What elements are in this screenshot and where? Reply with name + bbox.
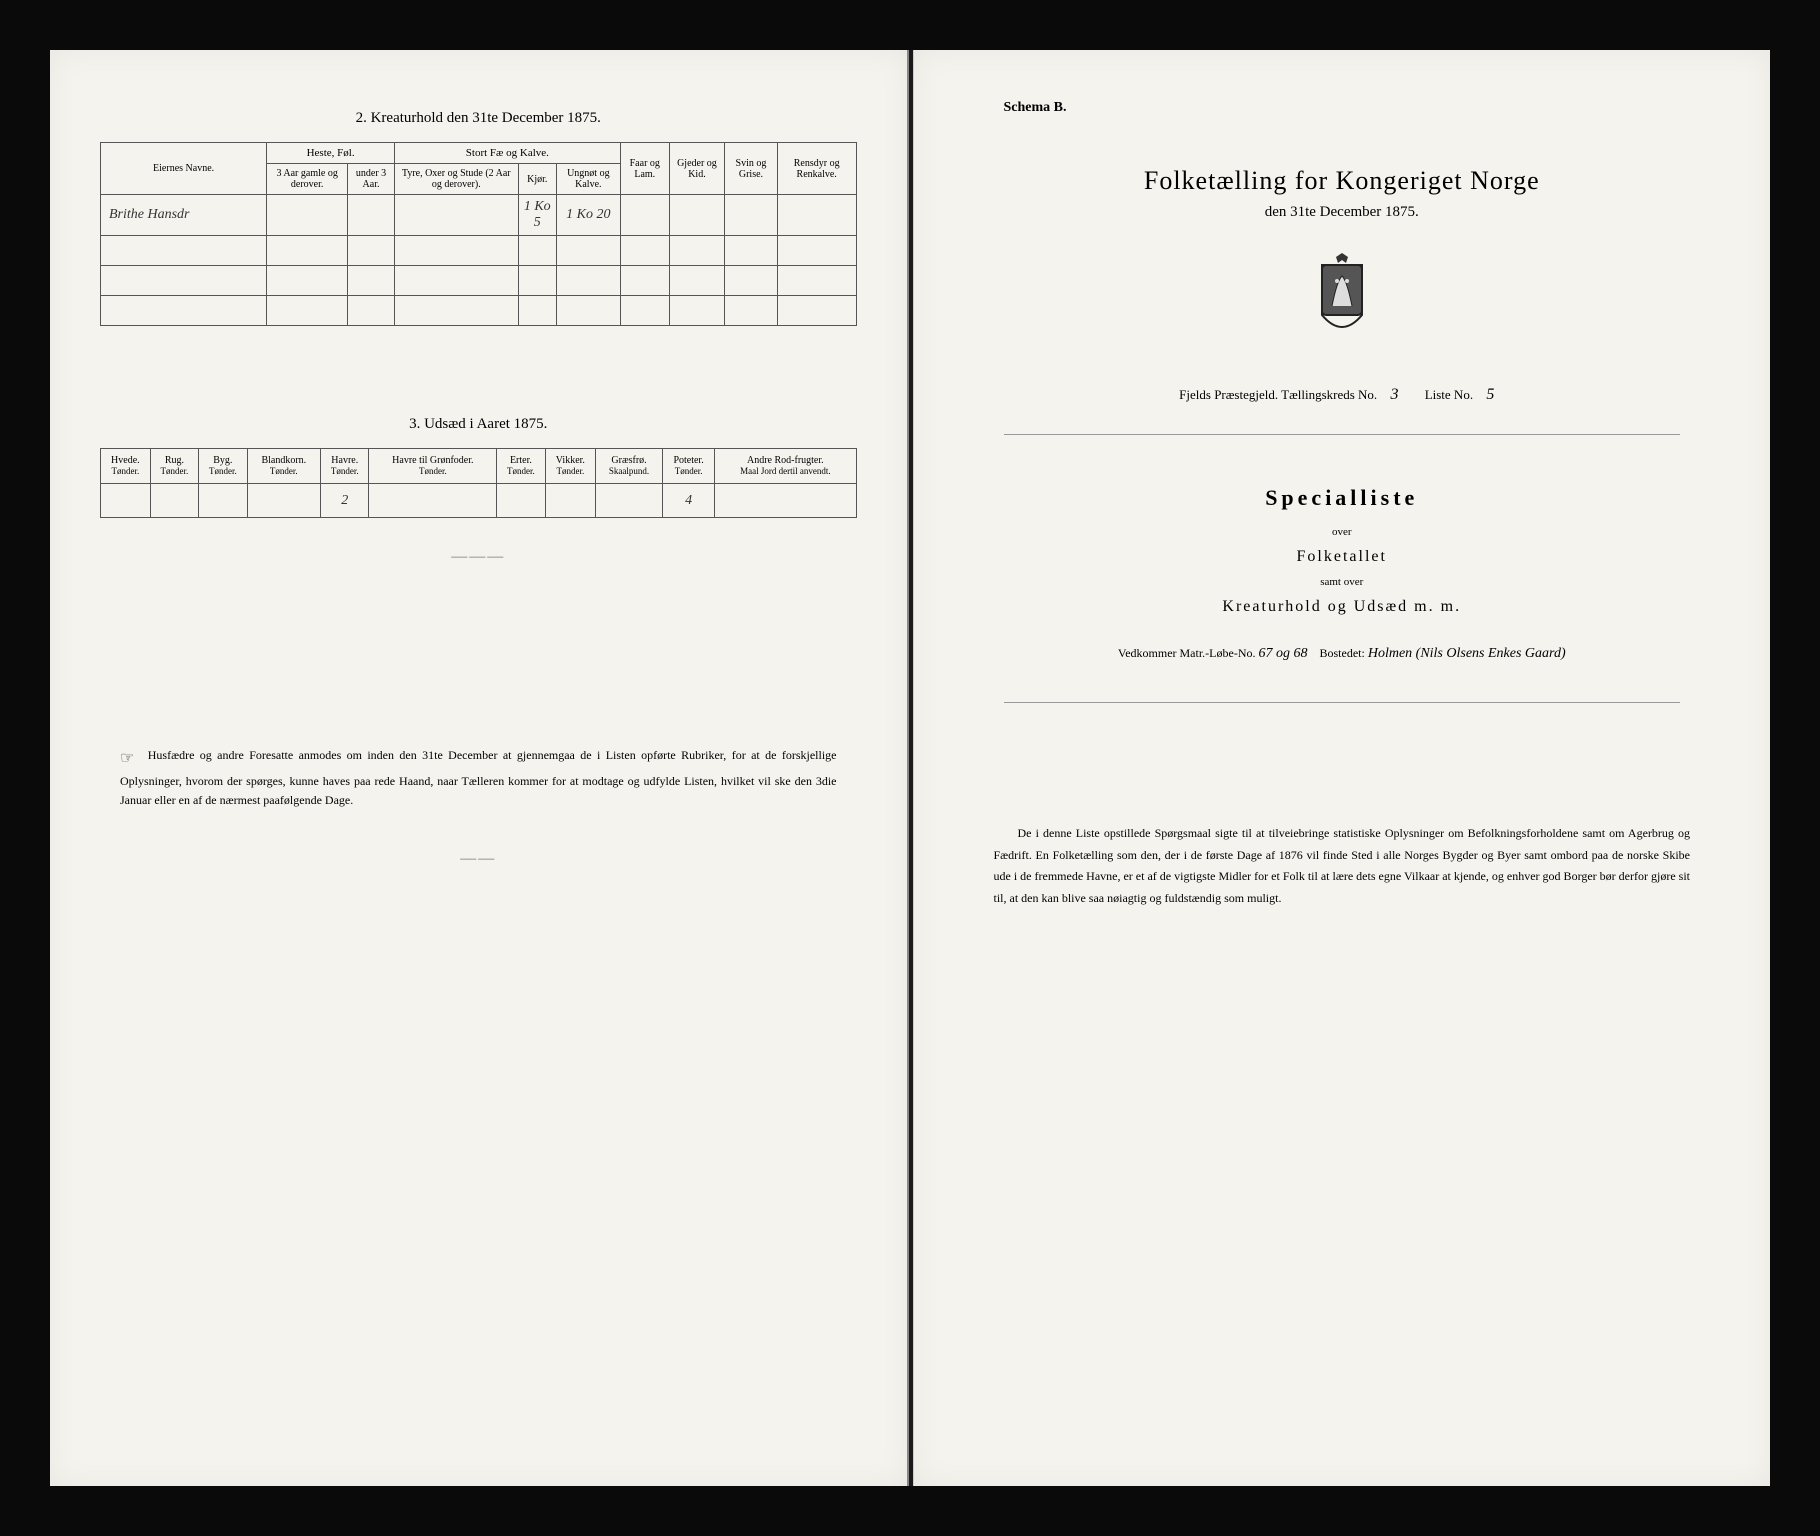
bottom-note: De i denne Liste opstillede Spørgsmaal s… [964, 823, 1721, 909]
table-row [101, 296, 857, 326]
over-label: over [964, 526, 1721, 538]
pointing-hand-icon: ☞ [120, 746, 134, 772]
seed-table: Hvede.Tønder. Rug.Tønder. Byg.Tønder. Bl… [100, 448, 857, 518]
col-owner: Eiernes Navne. [101, 143, 267, 195]
schema-label: Schema B. [1004, 100, 1721, 116]
table-row: Brithe Hansdr 1 Ko 5 1 Ko 20 [101, 195, 857, 236]
table-row [101, 266, 857, 296]
rule [1004, 434, 1681, 435]
cell-havre: 2 [321, 484, 369, 518]
col-hvede: Hvede.Tønder. [101, 449, 151, 484]
table-row: Eiernes Navne. Heste, Føl. Stort Fæ og K… [101, 143, 857, 164]
kreaturhold-label: Kreaturhold og Udsæd m. m. [964, 598, 1721, 616]
col-andre: Andre Rod-frugter.Maal Jord dertil anven… [715, 449, 856, 484]
footnote: ☞ Husfædre og andre Foresatte anmodes om… [100, 746, 857, 810]
col-blandkorn: Blandkorn.Tønder. [247, 449, 321, 484]
col-group-cattle: Stort Fæ og Kalve. [394, 143, 620, 164]
cell-ung: 1 Ko 20 [556, 195, 620, 236]
section3-title: 3. Udsæd i Aaret 1875. [100, 416, 857, 433]
divider: —— [100, 850, 857, 868]
livestock-table: Eiernes Navne. Heste, Føl. Stort Fæ og K… [100, 142, 857, 326]
sub-title: den 31te December 1875. [964, 204, 1721, 221]
vedk-label: Vedkommer Matr.-Løbe-No. [1118, 646, 1256, 660]
col-pigs: Svin og Grise. [725, 143, 778, 195]
col-erter: Erter.Tønder. [497, 449, 545, 484]
cell-kjor: 1 Ko 5 [518, 195, 556, 236]
cell [497, 484, 545, 518]
cell [369, 484, 497, 518]
col-cattle-b: Kjør. [518, 164, 556, 195]
rule [1004, 702, 1681, 703]
cell [267, 195, 348, 236]
table-row: Hvede.Tønder. Rug.Tønder. Byg.Tønder. Bl… [101, 449, 857, 484]
left-page: 2. Kreaturhold den 31te December 1875. E… [50, 50, 909, 1486]
bostedet-value: Holmen (Nils Olsens Enkes Gaard) [1368, 646, 1566, 661]
col-vikker: Vikker.Tønder. [545, 449, 595, 484]
samt-over-label: samt over [964, 576, 1721, 588]
cell [669, 195, 724, 236]
cell [101, 484, 151, 518]
table-row [101, 236, 857, 266]
col-group-horses: Heste, Føl. [267, 143, 395, 164]
col-havre-gron: Havre til Grønfoder.Tønder. [369, 449, 497, 484]
section2-title: 2. Kreaturhold den 31te December 1875. [100, 110, 857, 127]
parish-line: Fjelds Præstegjeld. Tællingskreds No. 3 … [964, 386, 1721, 404]
right-page: Schema B. Folketælling for Kongeriget No… [913, 50, 1771, 1486]
col-goats: Gjeder og Kid. [669, 143, 724, 195]
cell-poteter: 4 [663, 484, 715, 518]
col-horse-a: 3 Aar gamle og derover. [267, 164, 348, 195]
divider: ——— [100, 548, 857, 566]
cell [247, 484, 321, 518]
cell [348, 195, 395, 236]
liste-number: 5 [1476, 386, 1504, 403]
footnote-text: Husfædre og andre Foresatte anmodes om i… [120, 748, 837, 807]
cell [545, 484, 595, 518]
col-poteter: Poteter.Tønder. [663, 449, 715, 484]
cell [620, 195, 669, 236]
kreds-number: 3 [1380, 386, 1408, 403]
cell [715, 484, 856, 518]
cell [725, 195, 778, 236]
vedkommer-line: Vedkommer Matr.-Løbe-No. 67 og 68 Bosted… [964, 646, 1721, 662]
folketallet-label: Folketallet [964, 548, 1721, 566]
matr-no: 67 og 68 [1259, 646, 1308, 661]
main-title: Folketælling for Kongeriget Norge [964, 166, 1721, 196]
col-havre: Havre.Tønder. [321, 449, 369, 484]
cell [777, 195, 856, 236]
col-sheep: Faar og Lam. [620, 143, 669, 195]
liste-label: Liste No. [1425, 387, 1473, 402]
cell [199, 484, 247, 518]
cell [596, 484, 663, 518]
owner-name: Brithe Hansdr [101, 195, 267, 236]
col-byg: Byg.Tønder. [199, 449, 247, 484]
col-cattle-a: Tyre, Oxer og Stude (2 Aar og derover). [394, 164, 518, 195]
parish-label: Fjelds Præstegjeld. Tællingskreds No. [1179, 387, 1377, 402]
table-row: 2 4 [101, 484, 857, 518]
col-rug: Rug.Tønder. [150, 449, 198, 484]
col-reindeer: Rensdyr og Renkalve. [777, 143, 856, 195]
cell [394, 195, 518, 236]
col-cattle-c: Ungnøt og Kalve. [556, 164, 620, 195]
document-spread: 2. Kreaturhold den 31te December 1875. E… [50, 50, 1770, 1486]
coat-of-arms-icon [964, 251, 1721, 346]
col-graesfro: Græsfrø.Skaalpund. [596, 449, 663, 484]
cell [150, 484, 198, 518]
bostedet-label: Bostedet: [1320, 646, 1365, 660]
specialliste-title: Specialliste [964, 485, 1721, 511]
col-horse-b: under 3 Aar. [348, 164, 395, 195]
